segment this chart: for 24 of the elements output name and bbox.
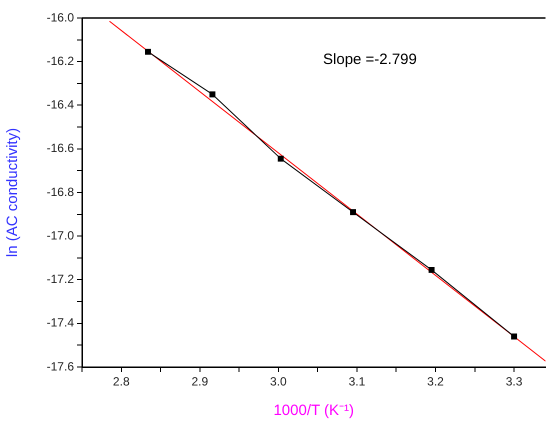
point	[209, 91, 216, 98]
annotation: Slope =-2.799	[323, 51, 417, 68]
y-tick-label: -16.4	[46, 98, 74, 112]
x-tick-label: 3.2	[427, 374, 444, 389]
y-tick-label: -16.6	[46, 141, 74, 156]
x-tick-label: 3.0	[270, 374, 288, 389]
x-tick-label: 2.8	[112, 374, 130, 389]
x-tick-label: 3.1	[348, 374, 366, 389]
point	[278, 156, 284, 162]
y-axis-title: ln (AC conductivity)	[4, 128, 22, 258]
y-tick-label: -16.2	[46, 54, 74, 68]
x-tick-label: 3.3	[506, 374, 523, 389]
x-tick-label: 2.9	[191, 374, 209, 389]
x-axis-title: 1000/T (K⁻¹)	[273, 402, 354, 420]
point	[350, 209, 356, 216]
y-tick-label: -17.6	[46, 359, 74, 374]
point	[511, 333, 518, 340]
point	[428, 266, 435, 273]
y-tick-label: -17.2	[46, 272, 74, 286]
y-tick-label: -16.8	[46, 184, 74, 199]
point	[145, 48, 151, 55]
y-tick-label: -17.0	[46, 228, 74, 242]
y-tick-label: -16.0	[46, 10, 74, 24]
y-tick-label: -17.4	[46, 316, 74, 330]
